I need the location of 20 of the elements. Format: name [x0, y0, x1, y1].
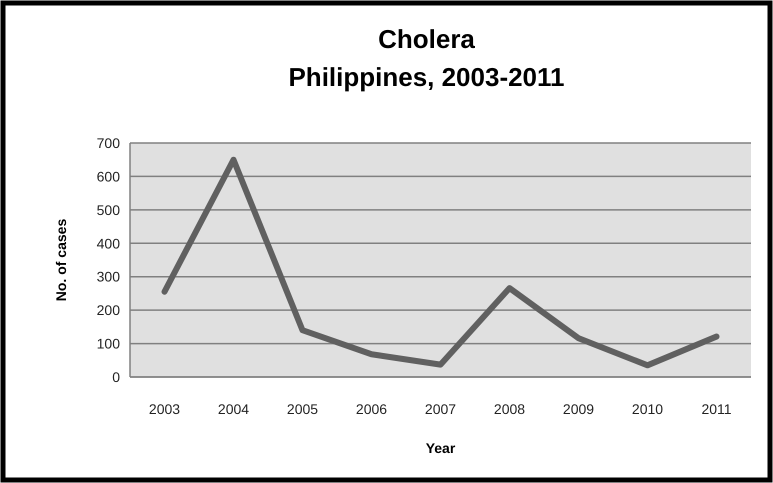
y-axis-title: No. of cases: [53, 218, 69, 302]
y-tick-label: 300: [96, 268, 120, 285]
y-tick-label: 0: [112, 369, 120, 385]
y-tick-label: 100: [96, 336, 120, 352]
x-tick-label: 2003: [148, 401, 180, 417]
y-tick-label: 200: [96, 302, 120, 318]
y-tick-label: 600: [96, 168, 120, 184]
y-tick-label: 400: [96, 235, 120, 252]
y-tick-label: 500: [96, 202, 120, 218]
x-tick-label: 2010: [632, 401, 664, 417]
x-tick-label: 2008: [494, 401, 526, 417]
x-tick-label: 2006: [356, 401, 388, 417]
y-tick-label: 700: [96, 135, 120, 151]
chart-title: Cholera Philippines, 2003-2011: [288, 24, 565, 92]
x-tick-label: 2007: [424, 401, 456, 417]
x-axis-title: Year: [426, 440, 456, 456]
x-tick-label: 2011: [701, 401, 732, 417]
x-tick-label: 2009: [562, 401, 594, 417]
x-tick-label: 2005: [286, 401, 318, 417]
x-tick-label: 2004: [218, 401, 250, 417]
